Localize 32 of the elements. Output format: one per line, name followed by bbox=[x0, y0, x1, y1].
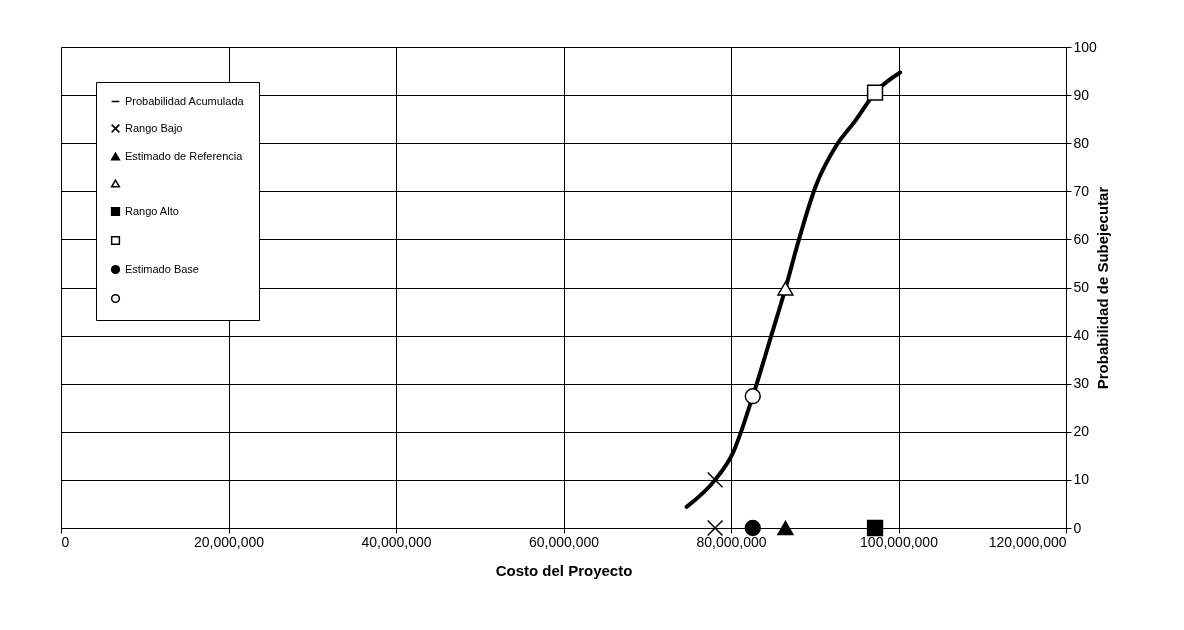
x-tick-label: 100,000,000 bbox=[860, 533, 939, 550]
legend-label: Probabilidad Acumulada bbox=[125, 94, 245, 107]
legend-label: Estimado Base bbox=[125, 262, 199, 275]
y-tick-label: 50 bbox=[1073, 279, 1090, 295]
y-tick-label: 30 bbox=[1073, 375, 1090, 392]
legend-label: Estimado de Referencia bbox=[125, 149, 244, 162]
x-tick-label: 40,000,000 bbox=[361, 533, 432, 550]
y-tick-label: 10 bbox=[1073, 471, 1090, 488]
y-tick-label: 80 bbox=[1073, 134, 1090, 151]
point bbox=[744, 388, 761, 405]
point bbox=[866, 84, 884, 101]
y-tick-label: 0 bbox=[1073, 519, 1082, 536]
y-axis-title: Probabilidad de Subejecutar bbox=[1093, 186, 1111, 390]
legend-label: Rango Alto bbox=[125, 204, 179, 217]
legend-label: Rango Bajo bbox=[125, 121, 183, 134]
y-tick-label: 90 bbox=[1073, 86, 1090, 103]
point bbox=[706, 519, 724, 537]
x-tick-label: 60,000,000 bbox=[528, 533, 600, 550]
point bbox=[777, 281, 794, 296]
y-tick-label: 60 bbox=[1073, 230, 1090, 247]
point bbox=[777, 520, 794, 536]
x-axis-title: Costo del Proyecto bbox=[495, 561, 633, 579]
x-tick-label: 80,000,000 bbox=[696, 533, 767, 550]
y-tick-label: 20 bbox=[1073, 423, 1090, 440]
x-tick-label: 120,000,000 bbox=[988, 533, 1067, 550]
point bbox=[866, 519, 884, 537]
x-tick-label: 0 bbox=[61, 533, 70, 550]
y-tick-label: 40 bbox=[1073, 327, 1090, 344]
y-tick-label: 100 bbox=[1073, 38, 1098, 55]
y-tick-label: 70 bbox=[1073, 182, 1090, 199]
point bbox=[744, 519, 761, 537]
x-tick-label: 20,000,000 bbox=[193, 533, 265, 550]
